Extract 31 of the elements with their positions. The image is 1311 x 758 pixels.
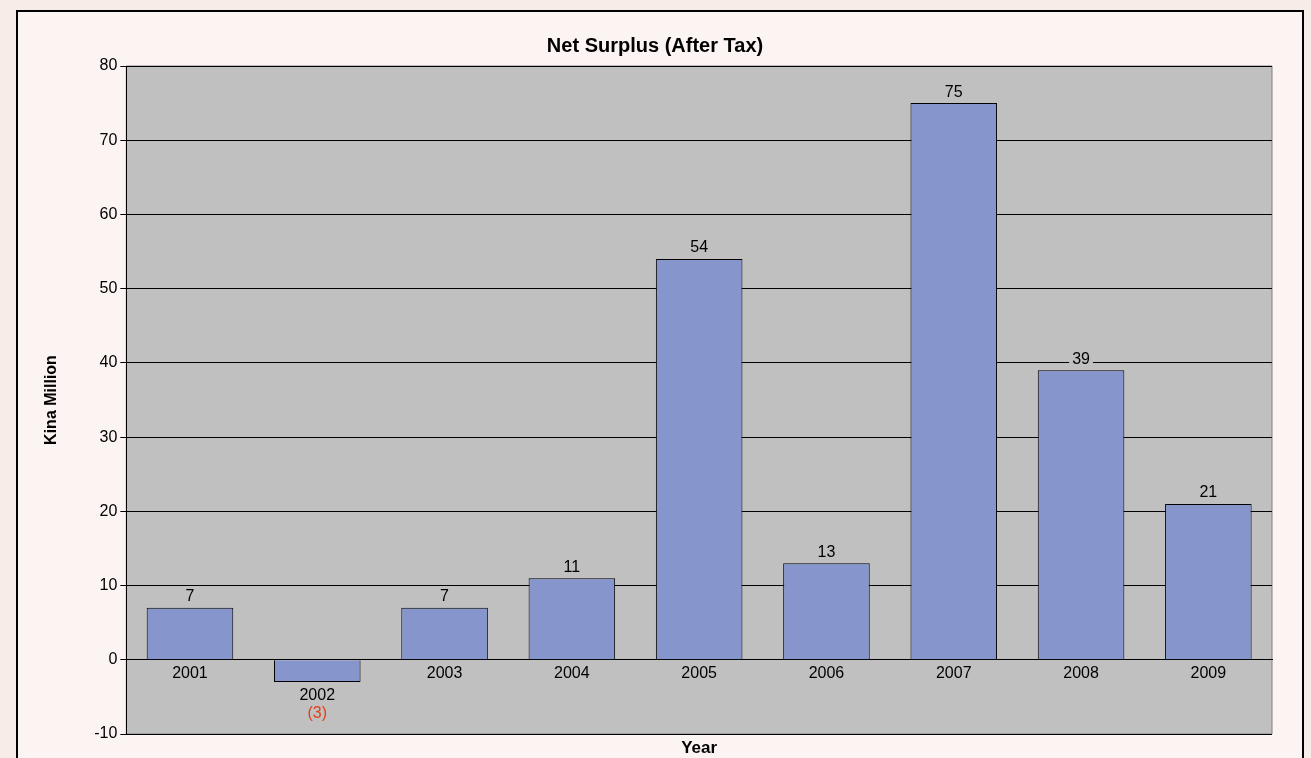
x-tick-label: 2009 <box>1190 664 1227 682</box>
x-tick-label: 2001 <box>172 664 208 682</box>
x-tick-label: 2003 <box>426 664 463 682</box>
x-tick-label: 2006 <box>808 664 845 682</box>
y-tick-label: 50 <box>99 279 118 297</box>
data-label: 21 <box>1199 483 1218 501</box>
data-label: 13 <box>817 542 836 560</box>
y-tick-label: 20 <box>99 501 118 519</box>
y-tick-label: 0 <box>108 650 118 668</box>
data-label: 75 <box>944 82 963 100</box>
x-tick-label: 2007 <box>935 664 972 682</box>
y-tick-label: 10 <box>99 575 118 593</box>
y-tick-label: 80 <box>99 56 118 74</box>
x-tick-label: 2004 <box>554 664 590 682</box>
data-label: 54 <box>690 238 709 256</box>
data-label: 39 <box>1072 349 1091 367</box>
x-tick-label: 2008 <box>1063 664 1099 682</box>
x-axis-title: Year <box>681 738 718 758</box>
y-axis-title: Kina Million <box>42 355 60 445</box>
chart-title: Net Surplus (After Tax) <box>546 33 764 56</box>
y-tick-label: -10 <box>94 724 118 742</box>
x-tick-label: 2002 <box>299 686 336 704</box>
y-tick-label: 40 <box>99 353 118 371</box>
data-label: 7 <box>185 587 195 605</box>
data-label: 11 <box>563 557 581 575</box>
data-label: 7 <box>440 587 450 605</box>
y-tick-label: 60 <box>99 204 118 222</box>
x-tick-label: 2005 <box>681 664 718 682</box>
y-tick-label: 30 <box>99 427 118 445</box>
data-label: (3) <box>307 704 328 722</box>
y-tick-label: 70 <box>99 130 118 148</box>
